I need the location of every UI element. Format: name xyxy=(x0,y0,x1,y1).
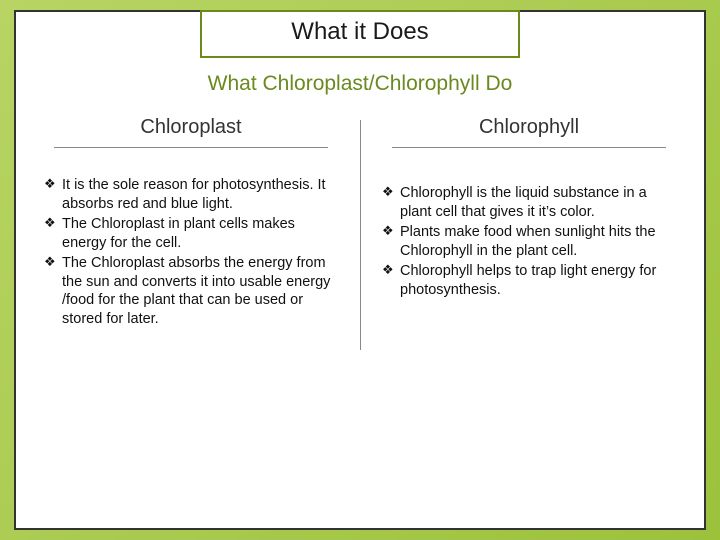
bullet-icon: ❖ xyxy=(382,223,400,260)
bullet-text: The Chloroplast absorbs the energy from … xyxy=(62,254,338,328)
right-bullets: ❖ Chlorophyll is the liquid substance in… xyxy=(382,184,676,299)
left-column: Chloroplast ❖ It is the sole reason for … xyxy=(16,116,360,528)
bullet-icon: ❖ xyxy=(44,254,62,328)
list-item: ❖ The Chloroplast in plant cells makes e… xyxy=(44,215,338,252)
bullet-text: It is the sole reason for photosynthesis… xyxy=(62,176,338,213)
left-bullets: ❖ It is the sole reason for photosynthes… xyxy=(44,176,338,328)
bullet-text: Chlorophyll is the liquid substance in a… xyxy=(400,184,676,221)
bullet-icon: ❖ xyxy=(44,176,62,213)
bullet-text: Plants make food when sunlight hits the … xyxy=(400,223,676,260)
list-item: ❖ It is the sole reason for photosynthes… xyxy=(44,176,338,213)
bullet-text: Chlorophyll helps to trap light energy f… xyxy=(400,262,676,299)
right-heading: Chlorophyll xyxy=(392,116,666,148)
list-item: ❖ Chlorophyll is the liquid substance in… xyxy=(382,184,676,221)
two-column-layout: Chloroplast ❖ It is the sole reason for … xyxy=(16,116,704,528)
list-item: ❖ The Chloroplast absorbs the energy fro… xyxy=(44,254,338,328)
slide-subtitle: What Chloroplast/Chlorophyll Do xyxy=(16,72,704,96)
left-heading: Chloroplast xyxy=(54,116,328,148)
slide-title: What it Does xyxy=(291,18,428,45)
title-box: What it Does xyxy=(200,10,520,58)
bullet-icon: ❖ xyxy=(382,184,400,221)
bullet-icon: ❖ xyxy=(44,215,62,252)
slide-frame: What it Does What Chloroplast/Chlorophyl… xyxy=(14,10,706,530)
list-item: ❖ Plants make food when sunlight hits th… xyxy=(382,223,676,260)
bullet-text: The Chloroplast in plant cells makes ene… xyxy=(62,215,338,252)
right-column: Chlorophyll ❖ Chlorophyll is the liquid … xyxy=(360,116,704,528)
list-item: ❖ Chlorophyll helps to trap light energy… xyxy=(382,262,676,299)
bullet-icon: ❖ xyxy=(382,262,400,299)
